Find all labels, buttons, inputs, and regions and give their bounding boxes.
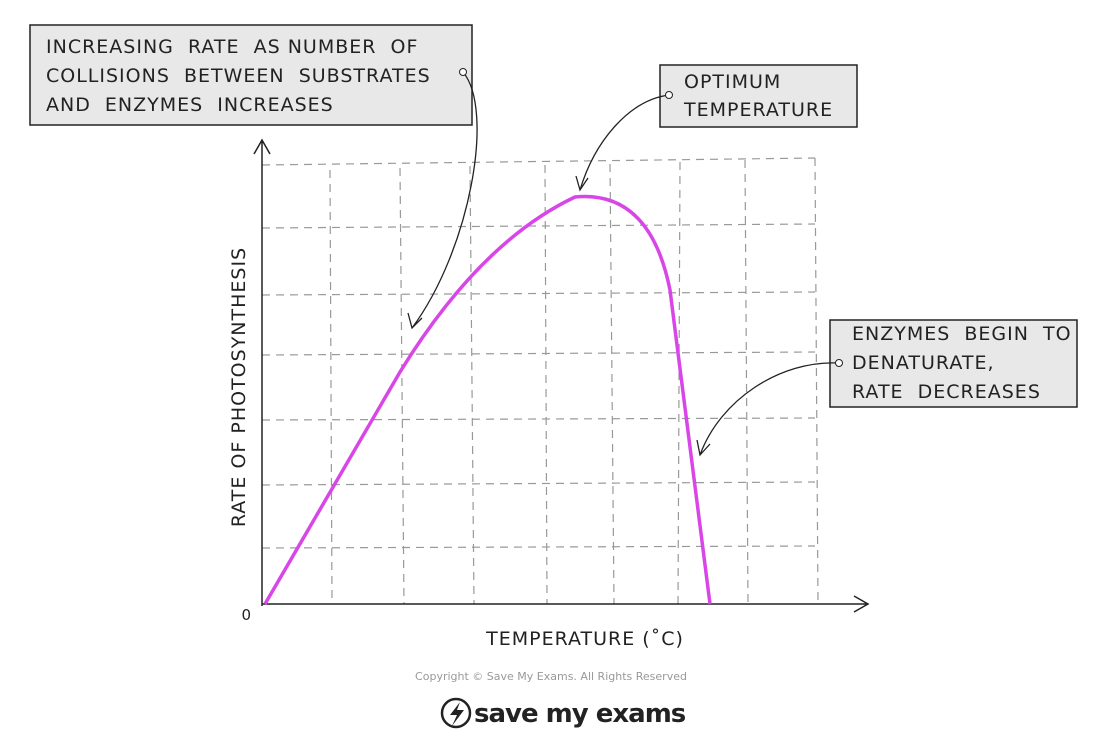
logo-bolt xyxy=(450,702,464,726)
callout-line: ENZYMES BEGIN TO xyxy=(852,323,1072,345)
callout-box xyxy=(659,64,858,128)
callout-text: INCREASING RATE AS NUMBER OF COLLISIONS B… xyxy=(46,36,1072,403)
y-axis xyxy=(253,138,271,606)
callout-line: RATE DECREASES xyxy=(852,381,1041,403)
anchor-dot xyxy=(835,359,843,367)
anchor-dot xyxy=(665,91,673,99)
rate-curve xyxy=(263,194,712,605)
y-axis-label: RATE OF PHOTOSYNTHESIS xyxy=(228,247,250,527)
callout-line: DENATURATE, xyxy=(852,352,995,374)
grid xyxy=(261,157,819,605)
arrow xyxy=(407,71,478,330)
anchor-dot xyxy=(459,68,467,76)
copyright: Copyright © Save My Exams. All Rights Re… xyxy=(415,670,687,683)
logo: save my exams xyxy=(474,699,686,729)
callout-line: COLLISIONS BETWEEN SUBSTRATES xyxy=(46,65,431,87)
arrow xyxy=(696,362,840,457)
callout-line: INCREASING RATE AS NUMBER OF xyxy=(46,36,418,58)
origin-label: 0 xyxy=(241,606,252,624)
callout-line: OPTIMUM xyxy=(684,71,781,93)
callout-box xyxy=(29,24,473,126)
callout-line: AND ENZYMES INCREASES xyxy=(46,94,334,116)
x-axis-label: TEMPERATURE (˚C) xyxy=(485,628,684,650)
x-axis xyxy=(262,595,870,613)
logo-icon xyxy=(440,697,472,729)
callout-line: TEMPERATURE xyxy=(683,99,833,121)
callout-box xyxy=(829,319,1078,408)
arrow xyxy=(575,94,670,192)
